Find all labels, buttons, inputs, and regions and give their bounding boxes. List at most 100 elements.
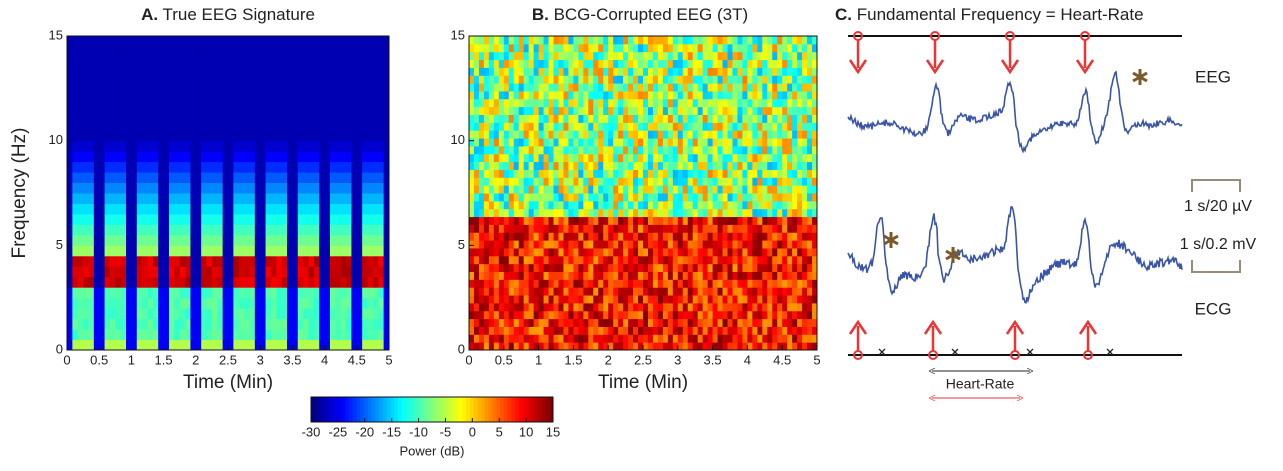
heatmap-cell — [708, 67, 713, 75]
heatmap-cell — [137, 245, 143, 256]
heatmap-cell — [190, 88, 196, 99]
heatmap-cell — [593, 311, 598, 319]
signal-trace — [848, 72, 1182, 151]
heatmap-cell — [578, 162, 583, 170]
heatmap-cell — [489, 169, 494, 177]
heatmap-cell — [583, 224, 588, 232]
heatmap-cell — [658, 60, 663, 68]
heatmap-cell — [142, 120, 148, 131]
heatmap-cell — [558, 60, 563, 68]
heatmap-cell — [158, 67, 164, 78]
heatmap-cell — [703, 334, 708, 342]
heatmap-cell — [509, 122, 514, 130]
heatmap-cell — [603, 232, 608, 240]
heatmap-cell — [797, 122, 802, 130]
heatmap-cell — [578, 303, 583, 311]
heatmap-cell — [698, 256, 703, 264]
heatmap-cell — [223, 130, 229, 141]
heatmap-cell — [767, 177, 772, 185]
heatmap-cell — [196, 78, 202, 89]
heatmap-cell — [618, 334, 623, 342]
heatmap-cell — [239, 67, 245, 78]
heatmap-cell — [678, 248, 683, 256]
heatmap-cell — [519, 295, 524, 303]
heatmap-cell — [196, 151, 202, 162]
heatmap-cell — [137, 57, 143, 68]
heatmap-cell — [524, 209, 529, 217]
heatmap-cell — [153, 78, 159, 89]
heatmap-cell — [723, 44, 728, 52]
x-tick-label: 3.5 — [704, 352, 722, 367]
heatmap-cell — [563, 224, 568, 232]
heatmap-cell — [658, 209, 663, 217]
heatmap-cell — [757, 122, 762, 130]
heatmap-cell — [148, 36, 154, 47]
heatmap-cell — [509, 311, 514, 319]
heatmap-cell — [153, 193, 159, 204]
heatmap-cell — [742, 146, 747, 154]
heatmap-cell — [742, 272, 747, 280]
heatmap-cell — [633, 201, 638, 209]
colorbar-cell — [413, 397, 417, 422]
heatmap-cell — [683, 99, 688, 107]
heatmap-cell — [303, 36, 309, 47]
heatmap-cell — [357, 329, 363, 340]
heatmap-cell — [519, 169, 524, 177]
heatmap-cell — [255, 183, 261, 194]
heatmap-cell — [509, 130, 514, 138]
heatmap-cell — [335, 256, 341, 267]
heatmap-cell — [115, 298, 121, 309]
heatmap-cell — [539, 67, 544, 75]
heatmap-cell — [728, 248, 733, 256]
heatmap-cell — [529, 201, 534, 209]
heatmap-cell — [623, 177, 628, 185]
heatmap-cell — [514, 232, 519, 240]
heatmap-cell — [185, 266, 191, 277]
heatmap-cell — [164, 141, 170, 152]
heatmap-cell — [802, 44, 807, 52]
heatmap-cell — [767, 107, 772, 115]
heatmap-cell — [489, 146, 494, 154]
heatmap-cell — [693, 177, 698, 185]
heatmap-cell — [469, 154, 474, 162]
heatmap-cell — [544, 52, 549, 60]
asterisk — [1133, 69, 1147, 85]
heatmap-cell — [762, 232, 767, 240]
heatmap-cell — [688, 122, 693, 130]
heatmap-cell — [757, 154, 762, 162]
heatmap-cell — [568, 311, 573, 319]
heatmap-cell — [368, 287, 374, 298]
heatmap-cell — [292, 287, 298, 298]
heatmap-cell — [583, 279, 588, 287]
heatmap-cell — [723, 67, 728, 75]
heatmap-cell — [148, 245, 154, 256]
heatmap-cell — [583, 264, 588, 272]
heatmap-cell — [558, 107, 563, 115]
heatmap-cell — [524, 342, 529, 350]
heatmap-cell — [683, 44, 688, 52]
heatmap-cell — [732, 248, 737, 256]
heatmap-cell — [732, 44, 737, 52]
heatmap-cell — [174, 57, 180, 68]
heatmap-cell — [568, 232, 573, 240]
heatmap-cell — [787, 122, 792, 130]
heatmap-cell — [499, 67, 504, 75]
heatmap-cell — [628, 272, 633, 280]
heatmap-cell — [643, 232, 648, 240]
heatmap-cell — [357, 78, 363, 89]
heatmap-cell — [653, 67, 658, 75]
heatmap-cell — [792, 122, 797, 130]
heatmap-cell — [732, 201, 737, 209]
heatmap-cell — [341, 203, 347, 214]
heatmap-cell — [747, 217, 752, 225]
heatmap-cell — [228, 183, 234, 194]
heatmap-cell — [287, 183, 293, 194]
heatmap-cell — [544, 201, 549, 209]
heatmap-cell — [558, 99, 563, 107]
heatmap-cell — [598, 162, 603, 170]
heatmap-cell — [638, 201, 643, 209]
heatmap-cell — [558, 319, 563, 327]
heatmap-cell — [573, 209, 578, 217]
heatmap-cell — [802, 240, 807, 248]
heatmap-cell — [534, 287, 539, 295]
